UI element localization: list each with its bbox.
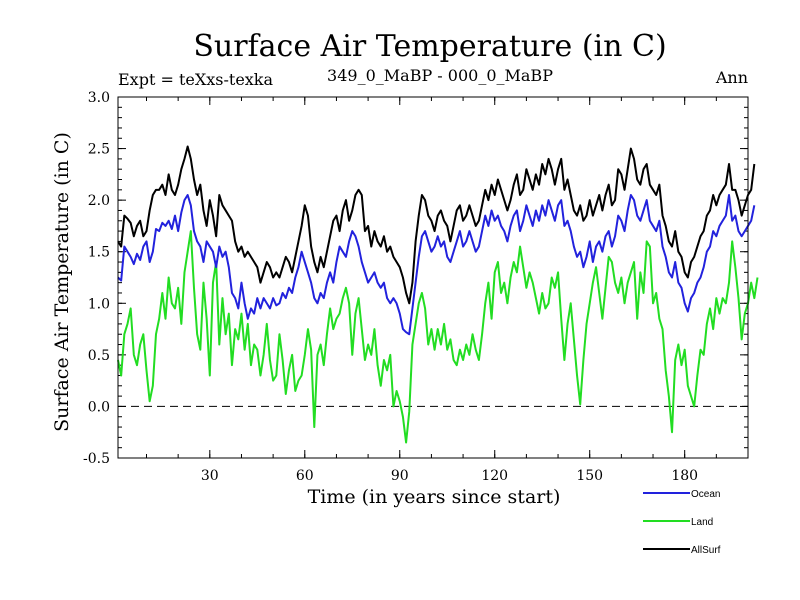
x-tick-label: 180: [671, 468, 698, 484]
x-tick-label: 60: [296, 468, 314, 484]
y-tick-label: 1.5: [88, 245, 110, 261]
x-axis-ticks: 30 60 90 120 150 180: [145, 97, 749, 484]
series-line-land: [117, 230, 759, 444]
legend-label-allsurf: AllSurf: [691, 545, 721, 556]
y-tick-label: -0.5: [83, 451, 110, 467]
y-tick-label: 1.0: [88, 296, 110, 312]
y-tick-label: 0.0: [88, 399, 110, 415]
x-tick-label: 90: [391, 468, 409, 484]
chart-title: Surface Air Temperature (in C): [193, 29, 666, 64]
legend: Ocean Land AllSurf: [643, 489, 721, 556]
legend-label-ocean: Ocean: [691, 489, 720, 500]
y-tick-label: 0.5: [88, 348, 110, 364]
x-tick-label: 120: [481, 468, 508, 484]
y-tick-label: 2.0: [88, 193, 110, 209]
legend-label-land: Land: [691, 517, 713, 528]
x-tick-label: 30: [201, 468, 219, 484]
period-label: 349_0_MaBP - 000_0_MaBP: [327, 66, 553, 85]
y-tick-label: 2.5: [88, 142, 110, 158]
x-tick-label: 150: [576, 468, 603, 484]
plot-frame: [117, 96, 749, 459]
x-axis-label: Time (in years since start): [308, 486, 561, 508]
experiment-label: Expt = teXxs-texka: [118, 70, 274, 89]
series-line-allsurf: [117, 145, 756, 305]
series-line-ocean: [117, 193, 756, 336]
season-label: Ann: [715, 68, 748, 87]
series-lines: [117, 145, 759, 444]
y-tick-label: 3.0: [88, 90, 110, 106]
y-axis-ticks: -0.5 0.0 0.5 1.0 1.5 2.0 2.5 3.0: [83, 90, 748, 467]
y-axis-label: Surface Air Temperature (in C): [51, 132, 73, 432]
